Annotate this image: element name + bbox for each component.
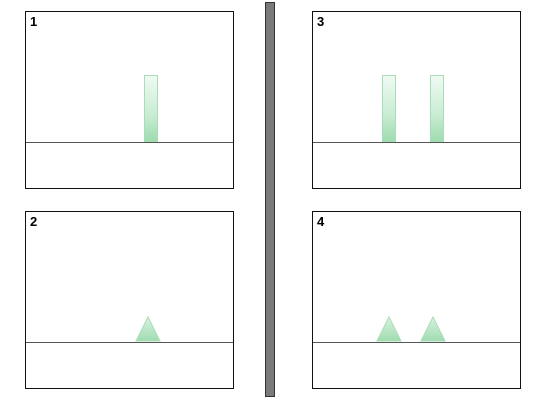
panel-1: 1 [25,11,234,189]
panel-label: 2 [30,214,38,229]
green-triangle [420,316,446,342]
ground-line [313,142,520,143]
green-bar [382,75,396,142]
panel-2: 2 [25,211,234,389]
vertical-divider [265,2,275,397]
panel-4: 4 [312,211,521,389]
panel-label: 4 [317,214,325,229]
green-triangle [135,316,161,342]
green-triangle [376,316,402,342]
green-bar [430,75,444,142]
green-bar [144,75,158,142]
ground-line [26,342,233,343]
panel-label: 1 [30,14,38,29]
ground-line [26,142,233,143]
panel-label: 3 [317,14,325,29]
ground-line [313,342,520,343]
panel-3: 3 [312,11,521,189]
